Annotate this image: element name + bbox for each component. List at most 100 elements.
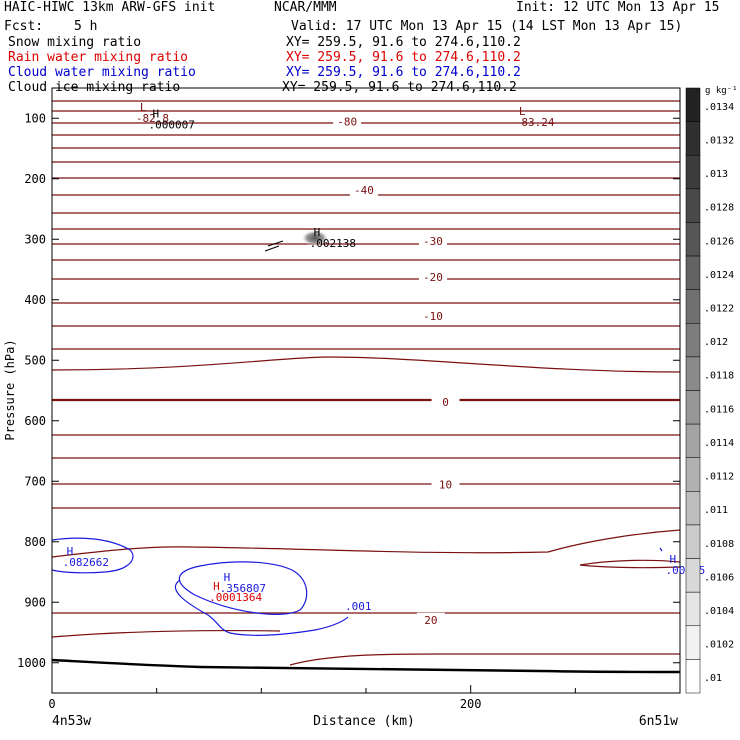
isotherm-label: -10 — [423, 310, 443, 323]
colorbar-tick-label: .0124 — [704, 270, 734, 281]
colorbar-tick-label: .0128 — [704, 203, 734, 214]
cloud-water-contours — [51, 537, 663, 636]
isotherm-line — [51, 356, 681, 373]
field-name-rain: Rain water mixing ratio — [8, 50, 189, 65]
colorbar-tick-label: .0118 — [704, 371, 734, 382]
label-background — [418, 234, 447, 248]
isotherm-label: -30 — [423, 235, 443, 248]
label-background — [431, 394, 460, 408]
extremum-marker: L — [140, 101, 147, 114]
extremum-value: .0001364 — [209, 591, 262, 604]
cloud-water-contour — [51, 537, 134, 574]
colorbar-tick-label: .0108 — [704, 539, 734, 550]
extremum-marker: H — [152, 108, 159, 121]
colorbar-bin — [685, 457, 701, 492]
init-time: Init: 12 UTC Mon 13 Apr 15 — [516, 0, 720, 15]
cloud-water-contour — [174, 579, 349, 636]
colorbar-bin — [685, 356, 701, 391]
y-tick-label: 700 — [24, 474, 46, 488]
colorbar-tick-label: .013 — [704, 169, 728, 180]
colorbar-bin — [685, 558, 701, 593]
colorbar-tick-label: .0112 — [704, 472, 734, 483]
y-tick-label: 800 — [24, 535, 46, 549]
y-tick-label: 500 — [24, 353, 46, 367]
colorbar-bin — [685, 659, 701, 694]
colorbar-units: g kg⁻¹ — [705, 86, 738, 96]
colorbar-tick-label: .0102 — [704, 640, 734, 651]
isotherm-label: -40 — [354, 184, 374, 197]
valid-time: Valid: 17 UTC Mon 13 Apr 15 (14 LST Mon … — [291, 19, 683, 34]
isotherm-line — [579, 559, 681, 566]
cloud-ice-contour — [264, 240, 284, 252]
field-xy-snow: XY= 259.5, 91.6 to 274.6,110.2 — [286, 35, 521, 50]
terrain-line — [51, 658, 681, 674]
colorbar-bin — [685, 591, 701, 627]
field-name-cloud-water: Cloud water mixing ratio — [8, 65, 196, 80]
extremum-value: .000007 — [148, 119, 194, 132]
isotherm-line — [579, 564, 681, 569]
temperature-isotherms — [51, 100, 681, 666]
colorbar-bin — [685, 188, 701, 223]
colorbar-bin — [685, 255, 701, 290]
extremum-marker: H — [670, 553, 677, 566]
colorbar-bin — [685, 625, 701, 660]
colorbar-tick-label: .012 — [704, 337, 728, 348]
x-axis-label: Distance (km) — [313, 714, 415, 729]
y-tick-label: 200 — [24, 172, 46, 186]
y-tick-label: 600 — [24, 414, 46, 428]
label-background — [416, 612, 445, 626]
extremum-marker: H — [213, 580, 220, 593]
isotherm-line — [51, 629, 281, 638]
colorbar: .0134 .0132 .013 .0128 .0126 .0124 .0122 .012 .0… — [685, 87, 734, 694]
extremum-marker: H — [224, 571, 231, 584]
isotherm-label: -20 — [423, 271, 443, 284]
left-endpoint-label: 4n53w — [52, 714, 91, 729]
isotherm-line — [289, 653, 680, 666]
colorbar-bin — [685, 524, 701, 559]
label-background — [418, 309, 447, 323]
x-axis: 0 200 — [48, 685, 681, 711]
cloud-water-contour — [659, 547, 663, 552]
colorbar-tick-label: .0132 — [704, 135, 734, 146]
extremum-value: .082662 — [63, 556, 109, 569]
colorbar-tick-label: .0106 — [704, 572, 734, 583]
right-endpoint-label: 6n51w — [639, 714, 678, 729]
extremum-marker: H — [67, 545, 74, 558]
forecast-label: Fcst: — [4, 19, 44, 34]
y-tick-label: 300 — [24, 232, 46, 246]
isotherm-label: 0 — [442, 396, 449, 409]
extremum-value: .002138 — [310, 237, 356, 250]
field-name-snow: Snow mixing ratio — [8, 35, 142, 50]
isotherm-label: 10 — [439, 478, 452, 491]
colorbar-bin — [685, 154, 701, 190]
y-tick-label: 400 — [24, 293, 46, 307]
cloud-water-contour — [178, 561, 308, 615]
x-tick-label: 200 — [460, 697, 482, 711]
field-xy-rain: XY= 259.5, 91.6 to 274.6,110.2 — [286, 50, 521, 65]
x-tick-label: 0 — [48, 697, 55, 711]
colorbar-tick-label: .0126 — [704, 236, 734, 247]
cloud-ice-shading — [301, 230, 329, 246]
extremum-value: .356807 — [220, 582, 266, 595]
colorbar-bin — [685, 222, 701, 257]
forecast-hours: 5 h — [74, 19, 98, 34]
colorbar-tick-label: .0114 — [704, 438, 734, 449]
label-background — [418, 269, 447, 283]
isotherm-line — [51, 529, 681, 558]
colorbar-tick-label: .0122 — [704, 304, 734, 315]
colorbar-bin — [685, 87, 701, 122]
field-xy-cloud-water: XY= 259.5, 91.6 to 274.6,110.2 — [286, 65, 521, 80]
extremum-value: -82.8 — [136, 112, 169, 125]
extremum-value: -83.24 — [515, 116, 555, 129]
extremum-marker: L — [519, 105, 526, 118]
colorbar-tick-label: .011 — [704, 505, 728, 516]
label-background — [349, 183, 378, 197]
colorbar-tick-label: .0134 — [704, 102, 734, 113]
y-tick-label: 1000 — [17, 656, 46, 670]
contour-labels: -80-40-30-20-1001020L-82.8L-83.24H.00000… — [63, 101, 706, 627]
colorbar-bin — [685, 323, 701, 358]
colorbar-bin — [685, 423, 701, 458]
y-tick-label: 900 — [24, 595, 46, 609]
